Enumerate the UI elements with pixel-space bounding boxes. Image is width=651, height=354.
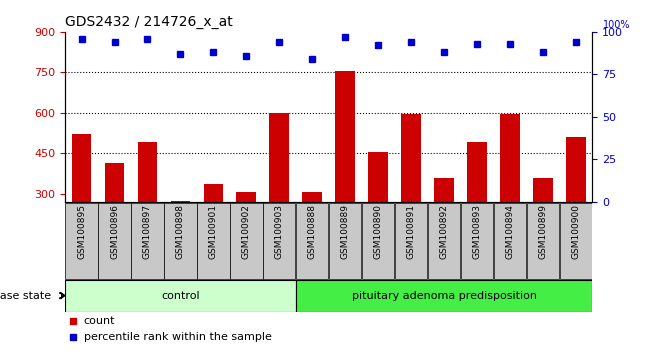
Bar	[401, 114, 421, 275]
Text: GSM100894: GSM100894	[506, 204, 514, 259]
Text: GDS2432 / 214726_x_at: GDS2432 / 214726_x_at	[65, 16, 233, 29]
Text: GSM100889: GSM100889	[340, 204, 350, 259]
Bar	[533, 177, 553, 275]
Bar	[467, 142, 487, 275]
Bar	[302, 192, 322, 275]
Bar	[335, 71, 355, 275]
FancyBboxPatch shape	[263, 202, 296, 279]
FancyBboxPatch shape	[527, 202, 559, 279]
Text: GSM100890: GSM100890	[374, 204, 383, 259]
Text: GSM100892: GSM100892	[439, 204, 449, 259]
Text: GSM100897: GSM100897	[143, 204, 152, 259]
Text: GSM100896: GSM100896	[110, 204, 119, 259]
FancyBboxPatch shape	[197, 202, 230, 279]
Bar	[566, 137, 586, 275]
FancyBboxPatch shape	[560, 202, 592, 279]
FancyBboxPatch shape	[132, 202, 163, 279]
Text: GSM100901: GSM100901	[209, 204, 218, 259]
FancyBboxPatch shape	[329, 202, 361, 279]
Text: GSM100888: GSM100888	[308, 204, 317, 259]
Bar	[171, 201, 190, 275]
FancyBboxPatch shape	[362, 202, 395, 279]
Text: control: control	[161, 291, 200, 301]
Text: disease state: disease state	[0, 291, 59, 301]
FancyBboxPatch shape	[230, 202, 262, 279]
Text: count: count	[83, 316, 115, 326]
Text: GSM100903: GSM100903	[275, 204, 284, 259]
FancyBboxPatch shape	[98, 202, 131, 279]
Bar	[500, 114, 520, 275]
Text: GSM100902: GSM100902	[242, 204, 251, 259]
Text: GSM100893: GSM100893	[473, 204, 482, 259]
FancyBboxPatch shape	[395, 202, 427, 279]
FancyBboxPatch shape	[461, 202, 493, 279]
Text: GSM100891: GSM100891	[407, 204, 415, 259]
Text: GSM100895: GSM100895	[77, 204, 86, 259]
Bar	[368, 152, 388, 275]
Bar	[137, 142, 158, 275]
FancyBboxPatch shape	[65, 280, 296, 312]
Text: percentile rank within the sample: percentile rank within the sample	[83, 332, 271, 342]
Bar	[105, 163, 124, 275]
Text: GSM100900: GSM100900	[572, 204, 581, 259]
Bar	[72, 135, 91, 275]
Bar	[434, 177, 454, 275]
FancyBboxPatch shape	[164, 202, 197, 279]
Bar	[204, 184, 223, 275]
FancyBboxPatch shape	[428, 202, 460, 279]
FancyBboxPatch shape	[494, 202, 526, 279]
Bar	[270, 113, 289, 275]
FancyBboxPatch shape	[296, 280, 592, 312]
Text: 100%: 100%	[603, 20, 630, 30]
Bar	[236, 192, 256, 275]
Text: pituitary adenoma predisposition: pituitary adenoma predisposition	[352, 291, 536, 301]
Text: GSM100898: GSM100898	[176, 204, 185, 259]
FancyBboxPatch shape	[296, 202, 328, 279]
FancyBboxPatch shape	[66, 202, 98, 279]
Text: GSM100899: GSM100899	[538, 204, 547, 259]
